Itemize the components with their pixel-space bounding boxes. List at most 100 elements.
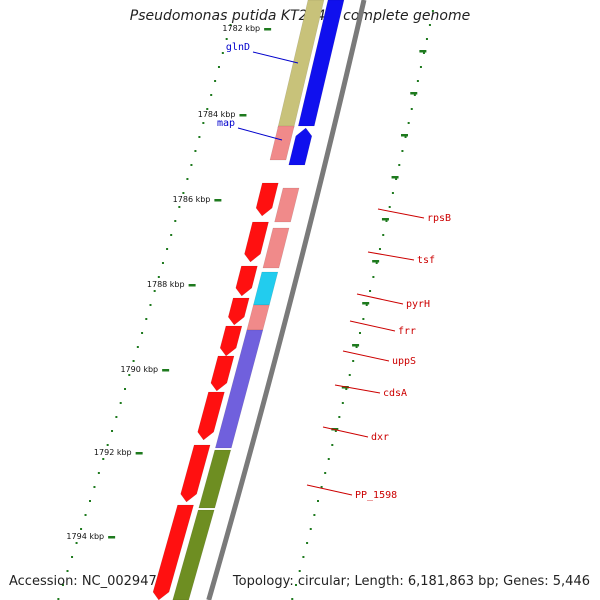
dot-inner	[97, 472, 100, 474]
gene-leader-line	[252, 51, 299, 64]
map-title: Pseudomonas putida KT2440, complete geno…	[129, 8, 471, 24]
scale-tick	[239, 114, 247, 117]
dot-outer	[388, 206, 391, 208]
dot-outer	[348, 374, 351, 376]
outer-tick	[400, 134, 408, 137]
gene-label-dxr: dxr	[371, 432, 389, 443]
gene-leader-line	[334, 384, 381, 394]
dot-inner	[229, 24, 232, 26]
dot-inner	[202, 122, 205, 124]
scale-tick	[264, 28, 272, 31]
gene-leader-line	[367, 251, 415, 261]
dot-outer	[362, 318, 365, 320]
gene-leader-line	[306, 484, 353, 496]
gene-tsf	[262, 227, 290, 269]
dot-inner	[149, 304, 152, 306]
gene-reverse-2	[244, 221, 269, 263]
outer-tick	[372, 260, 380, 263]
dot-inner	[128, 374, 131, 376]
dot-inner	[214, 80, 217, 82]
gene-leader-line	[342, 350, 390, 362]
scale-tick	[108, 536, 116, 539]
dot-inner	[166, 248, 169, 250]
dot-outer	[369, 290, 372, 292]
dot-outer	[422, 52, 425, 54]
dot-outer	[391, 192, 394, 194]
dot-inner	[80, 528, 83, 530]
dot-outer	[382, 234, 385, 236]
dot-outer	[385, 220, 388, 222]
dot-outer	[313, 514, 316, 516]
gene-reverse-7	[197, 391, 225, 441]
accession-text: Accession: NC_002947	[9, 574, 157, 589]
gene-reverse-6	[210, 355, 235, 392]
scale-tick	[135, 452, 143, 455]
scale-tick-label: 1792 kbp	[94, 448, 132, 457]
gene-label-frr: frr	[398, 326, 416, 337]
dot-inner	[210, 94, 213, 96]
gene-reverse-4	[227, 297, 250, 326]
dot-inner	[161, 262, 164, 264]
dot-inner	[178, 206, 181, 208]
dot-outer	[398, 164, 401, 166]
outer-tick	[391, 176, 399, 179]
dot-inner	[145, 318, 148, 320]
dot-outer	[324, 472, 327, 474]
gene-next-green	[172, 509, 215, 600]
outer-tick	[419, 50, 427, 53]
gene-reverse-1	[255, 182, 279, 217]
scale-tick-label: 1786 kbp	[173, 195, 211, 204]
scale-tick-label: 1794 kbp	[66, 532, 104, 541]
outer-tick	[381, 218, 389, 221]
scale-tick	[188, 284, 196, 287]
dot-inner	[102, 458, 105, 460]
dot-inner	[75, 542, 78, 544]
dot-inner	[66, 570, 69, 572]
gene-PP_1598	[198, 449, 232, 509]
gene-reverse-3	[235, 265, 258, 297]
gene-glnD-track	[277, 0, 325, 129]
dot-outer	[331, 444, 334, 446]
scale-tick	[162, 369, 170, 372]
gene-reverse-5	[219, 325, 243, 357]
dot-outer	[375, 262, 378, 264]
gene-leader-line	[356, 293, 404, 305]
dot-inner	[182, 192, 185, 194]
dot-inner	[153, 290, 156, 292]
dot-outer	[419, 66, 422, 68]
gene-label-PP_1598: PP_1598	[355, 490, 397, 501]
dot-inner	[194, 150, 197, 152]
dot-outer	[309, 528, 312, 530]
dot-outer	[404, 136, 407, 138]
outer-tick	[362, 302, 370, 305]
dot-outer	[334, 430, 337, 432]
dot-outer	[327, 458, 330, 460]
dot-outer	[317, 500, 319, 502]
dot-inner	[136, 346, 139, 348]
dot-inner	[141, 332, 144, 334]
gene-pyrH	[253, 271, 279, 306]
dot-outer	[320, 486, 323, 488]
dot-outer	[294, 584, 297, 586]
gene-leader-line	[377, 208, 425, 219]
gene-leader-line	[322, 426, 369, 438]
dot-inner	[221, 52, 224, 54]
dot-outer	[302, 556, 305, 558]
dot-inner	[111, 430, 114, 432]
gene-label-rpsB: rpsB	[427, 213, 451, 224]
dot-inner	[124, 388, 127, 390]
dot-inner	[225, 38, 228, 40]
scale-tick	[214, 199, 222, 202]
dot-inner	[89, 500, 91, 502]
gene-reverse-8	[180, 444, 211, 503]
dot-inner	[71, 556, 74, 558]
dot-outer	[413, 94, 416, 96]
dot-inner	[170, 234, 173, 236]
gene-glnD-forward	[297, 0, 345, 127]
dot-inner	[119, 402, 122, 404]
gene-leader-line	[349, 320, 396, 332]
dot-inner	[106, 444, 109, 446]
genome-backbone	[206, 0, 367, 600]
scale-tick-label: 1782 kbp	[222, 24, 260, 33]
